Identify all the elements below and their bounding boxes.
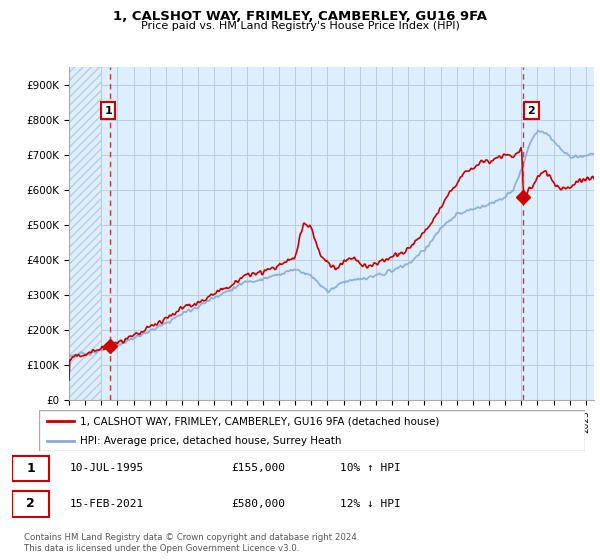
Text: HPI: Average price, detached house, Surrey Heath: HPI: Average price, detached house, Surr… [80, 436, 341, 446]
FancyBboxPatch shape [12, 491, 49, 517]
Text: 2: 2 [26, 497, 35, 510]
Text: 15-FEB-2021: 15-FEB-2021 [70, 499, 144, 509]
Text: Contains HM Land Registry data © Crown copyright and database right 2024.
This d: Contains HM Land Registry data © Crown c… [24, 533, 359, 553]
Text: Price paid vs. HM Land Registry's House Price Index (HPI): Price paid vs. HM Land Registry's House … [140, 21, 460, 31]
Text: 10-JUL-1995: 10-JUL-1995 [70, 464, 144, 473]
Bar [69, 67, 101, 400]
Text: 12% ↓ HPI: 12% ↓ HPI [340, 499, 401, 509]
FancyBboxPatch shape [39, 410, 585, 451]
Text: 10% ↑ HPI: 10% ↑ HPI [340, 464, 401, 473]
Text: 1, CALSHOT WAY, FRIMLEY, CAMBERLEY, GU16 9FA (detached house): 1, CALSHOT WAY, FRIMLEY, CAMBERLEY, GU16… [80, 417, 439, 426]
Text: 1, CALSHOT WAY, FRIMLEY, CAMBERLEY, GU16 9FA: 1, CALSHOT WAY, FRIMLEY, CAMBERLEY, GU16… [113, 10, 487, 22]
Text: £155,000: £155,000 [231, 464, 285, 473]
FancyBboxPatch shape [12, 455, 49, 481]
Text: 2: 2 [527, 105, 535, 115]
Text: 1: 1 [104, 105, 112, 115]
Text: £580,000: £580,000 [231, 499, 285, 509]
Text: 1: 1 [26, 462, 35, 475]
